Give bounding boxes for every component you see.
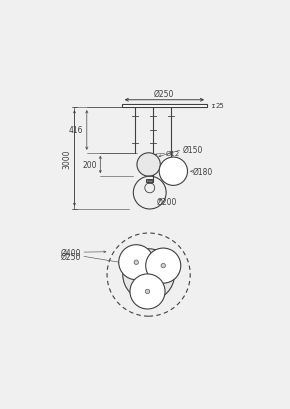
- Circle shape: [145, 290, 150, 294]
- Text: Ø200: Ø200: [157, 198, 177, 207]
- Text: Ø12: Ø12: [166, 151, 180, 157]
- Circle shape: [134, 261, 139, 265]
- Circle shape: [159, 157, 188, 186]
- Circle shape: [137, 153, 160, 177]
- Text: Ø180: Ø180: [193, 167, 213, 176]
- Text: Ø150: Ø150: [182, 146, 203, 155]
- Text: Ø250: Ø250: [61, 252, 81, 261]
- Circle shape: [161, 264, 166, 268]
- Text: 416: 416: [69, 126, 84, 135]
- Circle shape: [146, 249, 181, 283]
- Circle shape: [123, 249, 175, 301]
- Circle shape: [130, 274, 165, 309]
- Bar: [148, 181, 152, 184]
- Text: 200: 200: [82, 161, 97, 170]
- Text: 25: 25: [215, 103, 224, 109]
- Bar: [146, 180, 153, 183]
- Text: Ø250: Ø250: [154, 89, 175, 98]
- Bar: [122, 105, 207, 108]
- Text: Ø400: Ø400: [61, 248, 81, 257]
- Circle shape: [119, 245, 154, 280]
- Text: 3000: 3000: [62, 149, 71, 169]
